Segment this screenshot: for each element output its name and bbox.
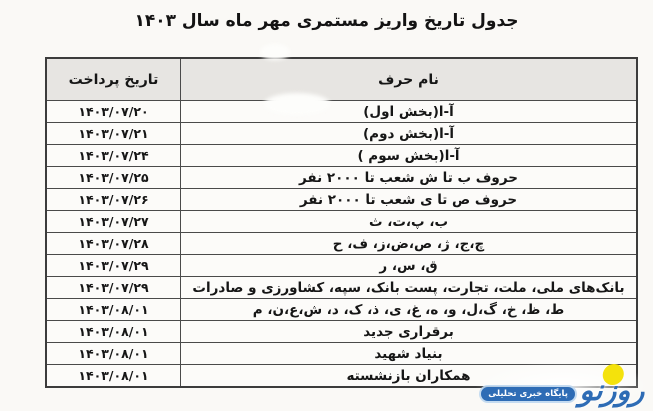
letter-name-cell: آ-ا(بخش اول) <box>180 100 638 123</box>
news-site-watermark: پایگاه خبری تحلیلی روزنو <box>475 362 651 409</box>
payment-date-cell: ۱۴۰۳/۰۷/۲۹ <box>45 276 181 299</box>
payment-date-cell: ۱۴۰۳/۰۸/۰۱ <box>45 364 181 388</box>
letter-name-cell: چ،ج، ژ، ص،ض،ز، ف، ح <box>180 232 638 255</box>
payment-date-cell: ۱۴۰۳/۰۷/۲۴ <box>45 144 181 167</box>
payment-date-cell: ۱۴۰۳/۰۷/۲۶ <box>45 188 181 211</box>
letter-name-cell: حروف ب تا ش شعب تا ۲۰۰۰ نفر <box>180 166 638 189</box>
payment-date-cell: ۱۴۰۳/۰۸/۰۱ <box>45 298 181 321</box>
payment-date-cell: ۱۴۰۳/۰۷/۲۹ <box>45 254 181 277</box>
watermark-tagline: پایگاه خبری تحلیلی <box>481 387 575 401</box>
watermark-logo-text: روزنو <box>578 373 646 407</box>
payment-date-cell: ۱۴۰۳/۰۸/۰۱ <box>45 342 181 365</box>
table-row: ۱۴۰۳/۰۷/۲۱ آ-ا(بخش دوم) <box>45 122 638 145</box>
table-body: ۱۴۰۳/۰۷/۲۰ آ-ا(بخش اول) ۱۴۰۳/۰۷/۲۱ آ-ا(بخش … <box>45 100 638 388</box>
table-row: ۱۴۰۳/۰۷/۲۰ آ-ا(بخش اول) <box>45 100 638 123</box>
table-row: ۱۴۰۳/۰۸/۰۱ بنیاد شهید <box>45 342 638 365</box>
letter-name-cell: ق، س، ر <box>180 254 638 277</box>
payment-date-cell: ۱۴۰۳/۰۷/۲۷ <box>45 210 181 233</box>
letter-name-cell: برقراری جدید <box>180 320 638 343</box>
table-row: ۱۴۰۳/۰۷/۲۴ آ-ا(بخش سوم ) <box>45 144 638 167</box>
table-header: تاریخ پرداخت نام حرف <box>45 57 638 101</box>
column-header-payment-date: تاریخ پرداخت <box>45 57 181 101</box>
header-row: تاریخ پرداخت نام حرف <box>45 57 638 101</box>
payment-date-cell: ۱۴۰۳/۰۷/۲۰ <box>45 100 181 123</box>
payment-date-cell: ۱۴۰۳/۰۸/۰۱ <box>45 320 181 343</box>
table-row: ۱۴۰۳/۰۸/۰۱ برقراری جدید <box>45 320 638 343</box>
page-title: جدول تاریخ واریز مستمری مهر ماه سال ۱۴۰۳ <box>134 11 519 31</box>
rooz-no-logo: روزنو <box>578 364 647 407</box>
letter-name-cell: ط، ظ، خ، گ،ل، و، ه، غ، ی، ذ، ک، د، ش،ع،ن… <box>180 298 638 321</box>
letter-name-cell: ب، پ،ت، ث <box>180 210 638 233</box>
letter-name-cell: بنیاد شهید <box>180 342 638 365</box>
payment-schedule-table: تاریخ پرداخت نام حرف ۱۴۰۳/۰۷/۲۰ آ-ا(بخش ا… <box>45 57 638 388</box>
letter-name-cell: حروف ص تا ی شعب تا ۲۰۰۰ نفر <box>180 188 638 211</box>
table-row: ۱۴۰۳/۰۷/۲۷ ب، پ،ت، ث <box>45 210 638 233</box>
table-row: ۱۴۰۳/۰۷/۲۹ بانک‌های ملی، ملت، تجارت، پست … <box>45 276 638 299</box>
payment-date-cell: ۱۴۰۳/۰۷/۲۸ <box>45 232 181 255</box>
table-row: ۱۴۰۳/۰۷/۲۹ ق، س، ر <box>45 254 638 277</box>
letter-name-cell: بانک‌های ملی، ملت، تجارت، پست بانک، سپه،… <box>180 276 638 299</box>
letter-name-cell: آ-ا(بخش دوم) <box>180 122 638 145</box>
column-header-letter-name: نام حرف <box>180 57 638 101</box>
table-row: ۱۴۰۳/۰۸/۰۱ ط، ظ، خ، گ،ل، و، ه، غ، ی، ذ، ک… <box>45 298 638 321</box>
table-row: ۱۴۰۳/۰۷/۲۸ چ،ج، ژ، ص،ض،ز، ف، ح <box>45 232 638 255</box>
table-row: ۱۴۰۳/۰۷/۲۵ حروف ب تا ش شعب تا ۲۰۰۰ نفر <box>45 166 638 189</box>
table-row: ۱۴۰۳/۰۷/۲۶ حروف ص تا ی شعب تا ۲۰۰۰ نفر <box>45 188 638 211</box>
payment-date-cell: ۱۴۰۳/۰۷/۲۱ <box>45 122 181 145</box>
letter-name-cell: آ-ا(بخش سوم ) <box>180 144 638 167</box>
payment-date-cell: ۱۴۰۳/۰۷/۲۵ <box>45 166 181 189</box>
